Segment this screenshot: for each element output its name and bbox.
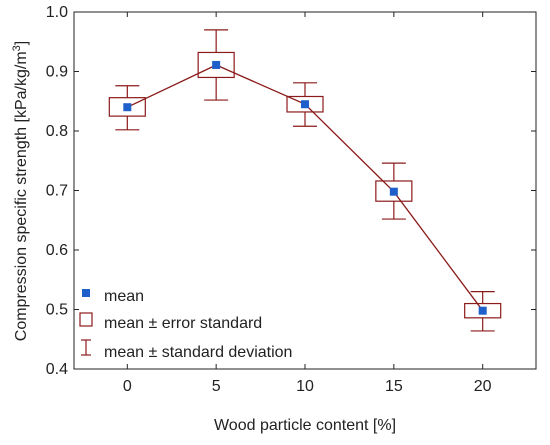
y-tick-label-1: 0.5: [46, 302, 68, 319]
error-standard-box-2: [286, 95, 324, 113]
y-axis-title-main: Compression specific strength [kPa/kg/m: [13, 51, 30, 341]
legend-label-error-standard: mean ± error standard: [104, 315, 262, 332]
x-axis-title: Wood particle content [%]: [214, 417, 396, 434]
x-tick-label-2: 10: [296, 378, 314, 395]
error-standard-box-0: [108, 97, 146, 117]
data-point-group-4: [464, 291, 502, 332]
mean-marker-1: [212, 60, 221, 69]
mean-marker-0: [123, 103, 132, 112]
data-point-group-3: [375, 162, 413, 220]
error-standard-box-4: [464, 302, 502, 319]
data-point-group-2: [286, 82, 324, 127]
legend-standard-deviation-symbol: [81, 339, 91, 356]
mean-marker-2: [301, 100, 309, 109]
data-point-group-1: [197, 29, 235, 101]
y-tick-label-4: 0.8: [46, 123, 68, 140]
x-tick-label-0: 0: [123, 378, 132, 395]
legend-item-mean: mean: [82, 288, 144, 305]
legend-item-standard-deviation: mean ± standard deviation: [81, 339, 292, 361]
y-tick-label-3: 0.7: [46, 183, 68, 200]
series-layer: [108, 29, 502, 332]
y-tick-label-6: 1.0: [46, 4, 68, 21]
mean-marker-3: [389, 187, 398, 196]
x-tick-label-3: 15: [385, 378, 403, 395]
y-tick-label-0: 0.4: [46, 361, 68, 378]
y-axis-ticks: 0.4 0.5 0.6 0.7 0.8 0.9 1.0: [46, 4, 536, 378]
legend: mean mean ± error standard mean ± standa…: [79, 288, 292, 361]
y-tick-label-5: 0.9: [46, 64, 68, 81]
y-axis-title-end: ]: [13, 41, 30, 45]
x-axis-ticks: 0 5 10 15 20: [123, 12, 492, 395]
data-point-group-0: [108, 85, 146, 131]
x-tick-label-1: 5: [212, 378, 221, 395]
y-axis-title: Compression specific strength [kPa/kg/m3…: [11, 41, 30, 341]
y-axis-title-superscript: 3: [11, 45, 23, 51]
x-tick-label-4: 20: [474, 378, 492, 395]
legend-label-mean: mean: [104, 288, 144, 305]
mean-marker-4: [478, 306, 487, 315]
y-tick-label-2: 0.6: [46, 242, 68, 259]
error-standard-box-1: [197, 51, 235, 79]
legend-label-standard-deviation: mean ± standard deviation: [104, 344, 292, 361]
legend-item-error-standard: mean ± error standard: [79, 312, 262, 332]
legend-error-standard-symbol: [79, 312, 93, 327]
error-standard-box-3: [375, 180, 413, 202]
legend-mean-marker: [82, 289, 90, 297]
